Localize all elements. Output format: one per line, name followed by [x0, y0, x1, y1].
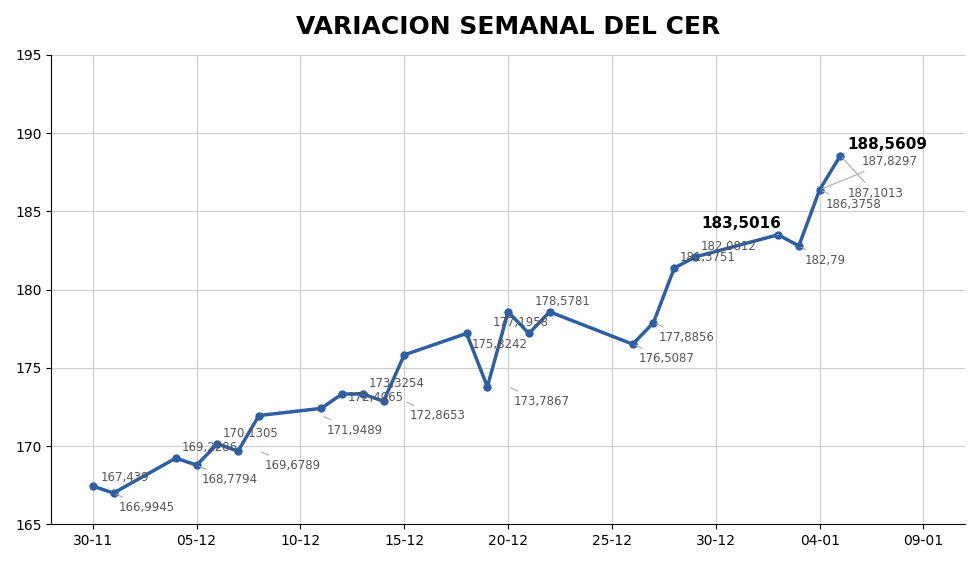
Text: 177,8856: 177,8856 [656, 324, 715, 343]
Text: 176,5087: 176,5087 [635, 345, 694, 365]
Text: 186,3758: 186,3758 [822, 191, 881, 211]
Title: VARIACION SEMANAL DEL CER: VARIACION SEMANAL DEL CER [296, 15, 720, 39]
Text: 187,1013: 187,1013 [842, 158, 904, 200]
Text: 182,0812: 182,0812 [701, 240, 757, 253]
Text: 175,8242: 175,8242 [472, 338, 528, 351]
Text: 172,8653: 172,8653 [407, 403, 466, 422]
Text: 173,7867: 173,7867 [511, 388, 569, 408]
Text: 169,6789: 169,6789 [262, 452, 320, 472]
Text: 173,3254: 173,3254 [368, 377, 424, 390]
Text: 177,1958: 177,1958 [493, 316, 549, 329]
Text: 182,79: 182,79 [802, 247, 846, 267]
Text: 187,8297: 187,8297 [822, 155, 917, 189]
Text: 169,2286: 169,2286 [181, 441, 237, 454]
Text: 167,439: 167,439 [101, 471, 150, 484]
Text: 188,5609: 188,5609 [848, 137, 927, 151]
Text: 171,9489: 171,9489 [323, 417, 383, 436]
Text: 183,5016: 183,5016 [702, 216, 782, 235]
Text: 168,7794: 168,7794 [199, 466, 259, 486]
Text: 181,3751: 181,3751 [680, 251, 736, 264]
Text: 172,4065: 172,4065 [348, 391, 404, 404]
Text: 170,1305: 170,1305 [222, 427, 278, 440]
Text: 166,9945: 166,9945 [116, 494, 175, 514]
Text: 178,5781: 178,5781 [534, 295, 590, 308]
